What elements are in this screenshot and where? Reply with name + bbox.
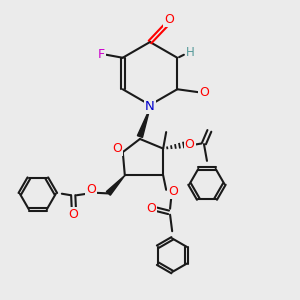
- Text: F: F: [98, 48, 105, 61]
- Text: N: N: [145, 100, 155, 113]
- Text: H: H: [185, 46, 194, 59]
- Polygon shape: [106, 176, 125, 195]
- Text: O: O: [146, 202, 156, 215]
- Polygon shape: [137, 108, 150, 137]
- Text: O: O: [86, 183, 96, 196]
- Text: O: O: [68, 208, 78, 221]
- Text: O: O: [184, 138, 194, 151]
- Text: O: O: [164, 13, 174, 26]
- Text: O: O: [168, 185, 178, 198]
- Text: O: O: [112, 142, 122, 155]
- Text: O: O: [199, 86, 209, 99]
